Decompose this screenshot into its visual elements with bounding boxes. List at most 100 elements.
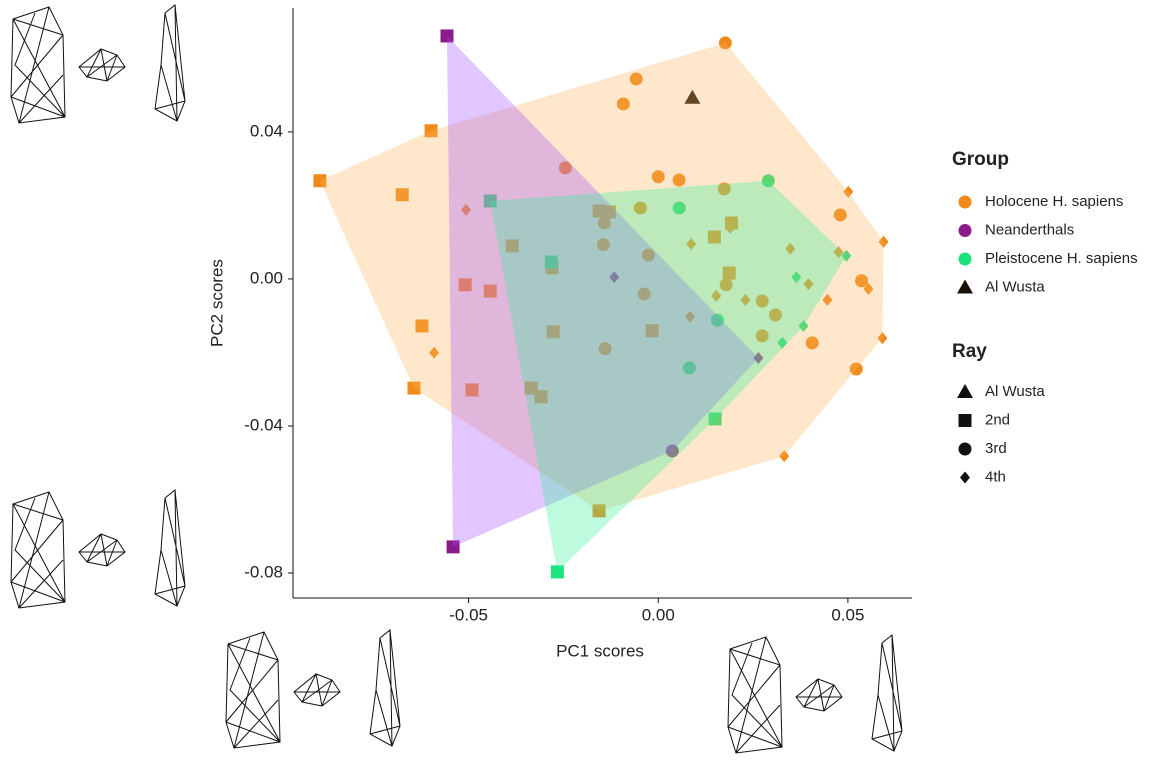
- y-tick-label: -0.04: [244, 415, 283, 434]
- hull: [319, 42, 884, 511]
- legend-marker: [957, 279, 973, 294]
- point: [407, 381, 421, 395]
- point: [863, 282, 874, 295]
- point: [877, 332, 888, 345]
- point: [803, 278, 814, 291]
- point: [755, 329, 769, 343]
- legend-marker: [958, 195, 972, 209]
- y-tick-label: 0.04: [250, 121, 283, 140]
- point: [805, 336, 819, 350]
- point: [602, 205, 616, 219]
- point: [719, 278, 733, 292]
- point: [313, 174, 327, 188]
- point: [592, 504, 606, 518]
- point: [684, 89, 701, 104]
- point: [682, 361, 696, 375]
- hull: [446, 35, 759, 547]
- point: [558, 161, 572, 175]
- point: [725, 221, 736, 234]
- point: [779, 450, 790, 463]
- point: [755, 294, 769, 308]
- point: [849, 362, 863, 376]
- point: [505, 239, 519, 253]
- legend-marker: [960, 471, 970, 484]
- legend-label: 4th: [985, 468, 1006, 485]
- point: [483, 284, 497, 298]
- point: [458, 278, 472, 292]
- point: [672, 201, 686, 215]
- point: [785, 242, 796, 255]
- point: [843, 185, 854, 198]
- legend-label: Holocene H. sapiens: [985, 193, 1123, 210]
- point: [717, 182, 731, 196]
- x-axis-label: PC1 scores: [556, 641, 644, 660]
- point: [822, 293, 833, 306]
- point: [609, 271, 620, 284]
- point: [465, 383, 479, 397]
- legend-marker: [957, 384, 973, 398]
- point: [711, 289, 722, 302]
- point: [753, 351, 764, 364]
- point: [446, 540, 460, 554]
- point: [524, 381, 538, 395]
- point: [641, 248, 655, 262]
- point: [460, 203, 471, 216]
- legend-marker: [958, 414, 972, 427]
- point: [597, 216, 611, 230]
- legend-title: Ray: [952, 341, 987, 362]
- point: [395, 188, 409, 202]
- point: [878, 235, 889, 248]
- point: [415, 319, 429, 333]
- point: [722, 266, 736, 280]
- legend-label: 3rd: [985, 440, 1007, 457]
- point: [777, 336, 788, 349]
- point: [686, 238, 697, 250]
- point: [768, 308, 782, 322]
- point: [685, 310, 696, 323]
- point: [651, 170, 665, 184]
- point: [592, 204, 606, 218]
- shape-drawing: [225, 629, 401, 749]
- point: [424, 124, 438, 138]
- point: [645, 324, 659, 338]
- point: [740, 293, 751, 306]
- shape-drawing: [727, 634, 903, 754]
- legend-marker: [958, 224, 972, 237]
- legend-label: Al Wusta: [985, 278, 1045, 295]
- point: [718, 36, 732, 50]
- point: [440, 29, 454, 43]
- point: [429, 346, 440, 359]
- legend-title: Group: [952, 149, 1009, 170]
- point: [550, 565, 564, 579]
- legend-label: Neanderthals: [985, 221, 1074, 238]
- point: [546, 325, 560, 339]
- point: [534, 390, 548, 404]
- point: [710, 313, 724, 327]
- point: [761, 174, 775, 188]
- x-tick-label: 0.00: [642, 605, 675, 624]
- x-tick-label: 0.05: [831, 605, 864, 624]
- legend-marker: [958, 252, 972, 266]
- y-tick-label: -0.08: [244, 562, 283, 581]
- shape-drawing: [10, 489, 186, 609]
- y-tick-label: 0.00: [250, 268, 283, 287]
- legend-marker: [958, 442, 972, 456]
- point: [544, 255, 558, 269]
- point: [841, 249, 852, 262]
- point: [791, 271, 802, 284]
- point: [665, 444, 679, 458]
- y-axis-label: PC2 scores: [207, 259, 226, 347]
- point: [598, 342, 612, 356]
- legend-label: 2nd: [985, 411, 1010, 428]
- point: [629, 72, 643, 86]
- legend-label: Al Wusta: [985, 383, 1045, 400]
- shape-drawing: [10, 4, 186, 124]
- point: [798, 319, 809, 332]
- point: [483, 194, 497, 208]
- point: [855, 274, 869, 288]
- point: [707, 230, 721, 244]
- point: [672, 173, 686, 187]
- point: [616, 97, 630, 111]
